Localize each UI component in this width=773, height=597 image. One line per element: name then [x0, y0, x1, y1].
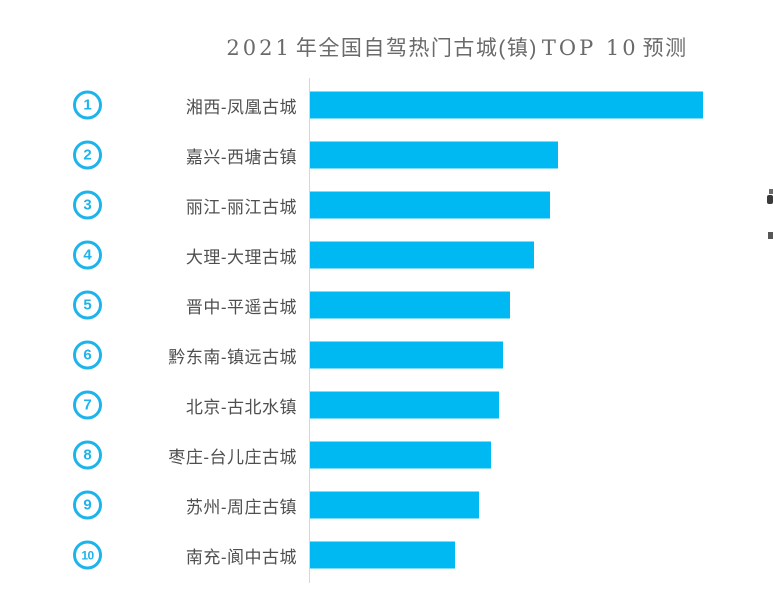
chart-row: 5 晋中-平遥古城 — [0, 280, 773, 330]
rank-badge: 9 — [73, 490, 102, 520]
page-title: 2021 年全国自驾热门古城(镇) TOP 10 预测 — [135, 32, 773, 62]
row-label: 大理-大理古城 — [185, 247, 297, 267]
chart-row: 6 黔东南-镇远古城 — [0, 330, 773, 380]
chart-row: 3 丽江-丽江古城 — [0, 180, 773, 230]
bar — [310, 491, 479, 519]
chart-row: 10 南充-阆中古城 — [0, 530, 773, 580]
chart-row: 2 嘉兴-西塘古镇 — [0, 130, 773, 180]
chart-row: 1 湘西-凤凰古城 — [0, 80, 773, 130]
title-year: 2021 — [226, 36, 292, 60]
bar — [310, 141, 558, 169]
axis-baseline — [309, 78, 310, 583]
bar-chart: 1 湘西-凤凰古城 2 嘉兴-西塘古镇 3 丽江-丽江古城 4 大理-大理古城 … — [0, 80, 773, 580]
rank-badge: 6 — [73, 340, 102, 370]
row-label: 嘉兴-西塘古镇 — [185, 147, 297, 167]
chart-row: 8 枣庄-台儿庄古城 — [0, 430, 773, 480]
title-cn-main: 年全国自驾热门古城(镇) — [295, 37, 538, 60]
chart-row: 4 大理-大理古城 — [0, 230, 773, 280]
bar — [310, 441, 491, 469]
bar — [310, 291, 510, 319]
rank-badge: 2 — [73, 140, 102, 170]
rank-badge: 3 — [73, 190, 102, 220]
bar — [310, 341, 503, 369]
row-label: 晋中-平遥古城 — [185, 297, 297, 317]
bar — [310, 241, 534, 269]
row-label: 丽江-丽江古城 — [185, 197, 297, 217]
rank-badge: 5 — [73, 290, 102, 320]
row-label: 湘西-凤凰古城 — [185, 97, 297, 117]
row-label: 枣庄-台儿庄古城 — [168, 447, 297, 467]
rank-badge: 7 — [73, 390, 102, 420]
rank-badge: 4 — [73, 240, 102, 270]
chart-row: 9 苏州-周庄古镇 — [0, 480, 773, 530]
rank-badge: 8 — [73, 440, 102, 470]
title-cn-suffix: 预测 — [642, 37, 688, 60]
row-label: 南充-阆中古城 — [185, 547, 297, 567]
row-label: 苏州-周庄古镇 — [185, 497, 297, 517]
title-top10: TOP 10 — [541, 36, 639, 60]
row-label: 黔东南-镇远古城 — [168, 347, 297, 367]
bar — [310, 391, 499, 419]
chart-row: 7 北京-古北水镇 — [0, 380, 773, 430]
bar — [310, 541, 455, 569]
bar — [310, 91, 703, 119]
rank-badge: 10 — [73, 540, 102, 570]
bar — [310, 191, 550, 219]
rank-badge: 1 — [73, 90, 102, 120]
row-label: 北京-古北水镇 — [185, 397, 297, 417]
